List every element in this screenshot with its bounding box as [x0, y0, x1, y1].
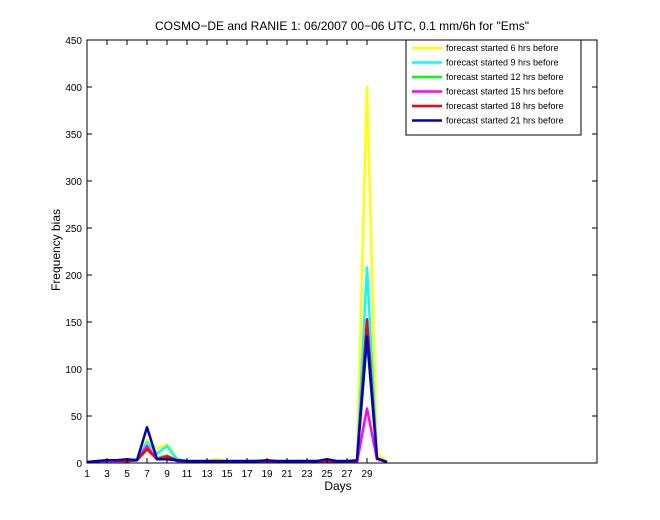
x-tick-label: 5: [124, 469, 130, 480]
legend-label-5: forecast started 18 hrs before: [446, 101, 564, 111]
y-tick-label: 350: [65, 130, 82, 141]
x-axis-title: Days: [324, 479, 351, 493]
plot-frame: [86, 39, 598, 464]
legend-label-2: forecast started 9 hrs before: [446, 58, 559, 68]
x-tick-label: 29: [361, 469, 373, 480]
chart-title: COSMO−DE and RANIE 1: 06/2007 00−06 UTC,…: [155, 19, 529, 33]
x-tick-label: 17: [241, 469, 253, 480]
x-tick-label: 23: [301, 469, 313, 480]
legend-label-1: forecast started 6 hrs before: [446, 43, 559, 53]
axes: 1 3 5 7 9 11 13 15 17 19 21 23 25 27 29050100150200250…: [65, 36, 598, 480]
legend-label-4: forecast started 15 hrs before: [446, 87, 564, 97]
x-tick-label: 27: [341, 469, 353, 480]
x-tick-label: 21: [281, 469, 293, 480]
y-tick-label: 450: [65, 36, 82, 47]
y-tick-label: 100: [65, 365, 82, 376]
series-layer: [86, 85, 388, 464]
x-tick-label: 3: [104, 469, 110, 480]
x-tick-label: 15: [221, 469, 233, 480]
x-tick-label: 9: [164, 469, 170, 480]
y-tick-label: 300: [65, 177, 82, 188]
x-tick-label: 13: [201, 469, 213, 480]
x-tick-label: 19: [261, 469, 273, 480]
x-tick-label: 11: [182, 469, 193, 480]
legend-box: [405, 39, 582, 136]
x-tick-label: 7: [144, 469, 150, 480]
x-tick-label: 25: [321, 469, 333, 480]
y-tick-label: 200: [65, 271, 82, 282]
legend: forecast started 6 hrs before forecast st…: [405, 39, 582, 136]
legend-label-6: forecast started 21 hrs before: [446, 116, 564, 126]
legend-label-3: forecast started 12 hrs before: [446, 72, 564, 82]
y-tick-label: 50: [71, 412, 83, 423]
y-tick-label: 150: [65, 318, 82, 329]
y-tick-label: 250: [65, 224, 82, 235]
x-tick-label: 1: [84, 469, 90, 480]
y-tick-label: 0: [76, 459, 82, 470]
y-tick-label: 400: [65, 83, 82, 94]
series-line-6: [86, 334, 388, 464]
y-axis-title: Frequency bias: [49, 209, 63, 291]
